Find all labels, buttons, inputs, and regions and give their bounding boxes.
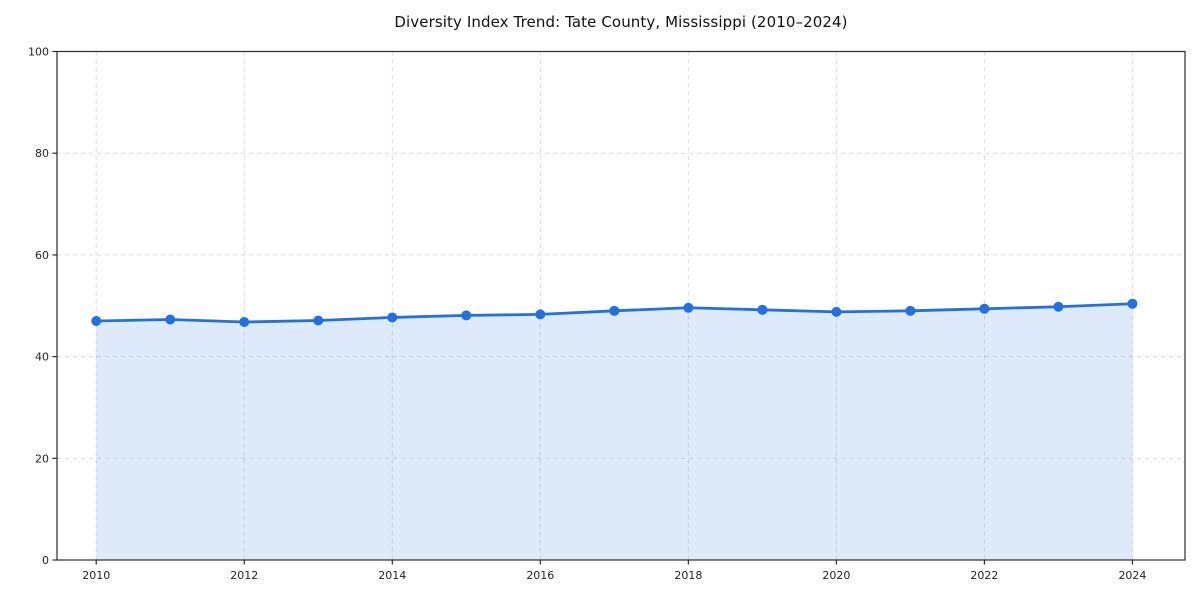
x-tick-label: 2014 (378, 569, 406, 582)
data-point-2018 (683, 302, 694, 313)
x-tick-label: 2010 (82, 569, 110, 582)
y-tick-label: 20 (35, 452, 49, 465)
data-point-2020 (831, 306, 842, 317)
data-point-2019 (757, 304, 768, 315)
plot-background (57, 51, 1185, 560)
y-tick-label: 80 (35, 147, 49, 160)
data-point-2014 (387, 312, 398, 323)
data-point-2011 (165, 314, 176, 325)
area-fill (96, 303, 1133, 560)
data-point-2021 (905, 305, 916, 316)
data-point-2024 (1127, 298, 1138, 309)
data-point-2010 (91, 316, 102, 327)
x-tick-label: 2018 (674, 569, 702, 582)
data-point-2015 (461, 310, 472, 321)
data-point-2012 (239, 317, 250, 328)
x-tick-label: 2020 (822, 569, 850, 582)
x-tick-label: 2012 (230, 569, 258, 582)
y-tick-label: 40 (35, 351, 49, 364)
x-tick-label: 2016 (526, 569, 554, 582)
data-point-2017 (609, 305, 620, 316)
data-point-2023 (1053, 301, 1064, 312)
x-tick-label: 2024 (1118, 569, 1146, 582)
chart-title: Diversity Index Trend: Tate County, Miss… (394, 13, 848, 31)
data-point-2013 (313, 315, 324, 326)
data-point-2022 (979, 303, 990, 314)
y-tick-label: 100 (28, 46, 49, 59)
data-point-2016 (535, 309, 546, 320)
axes-box (56, 50, 1186, 561)
y-tick-label: 0 (42, 554, 49, 567)
y-tick-label: 60 (35, 249, 49, 262)
x-tick-label: 2022 (970, 569, 998, 582)
